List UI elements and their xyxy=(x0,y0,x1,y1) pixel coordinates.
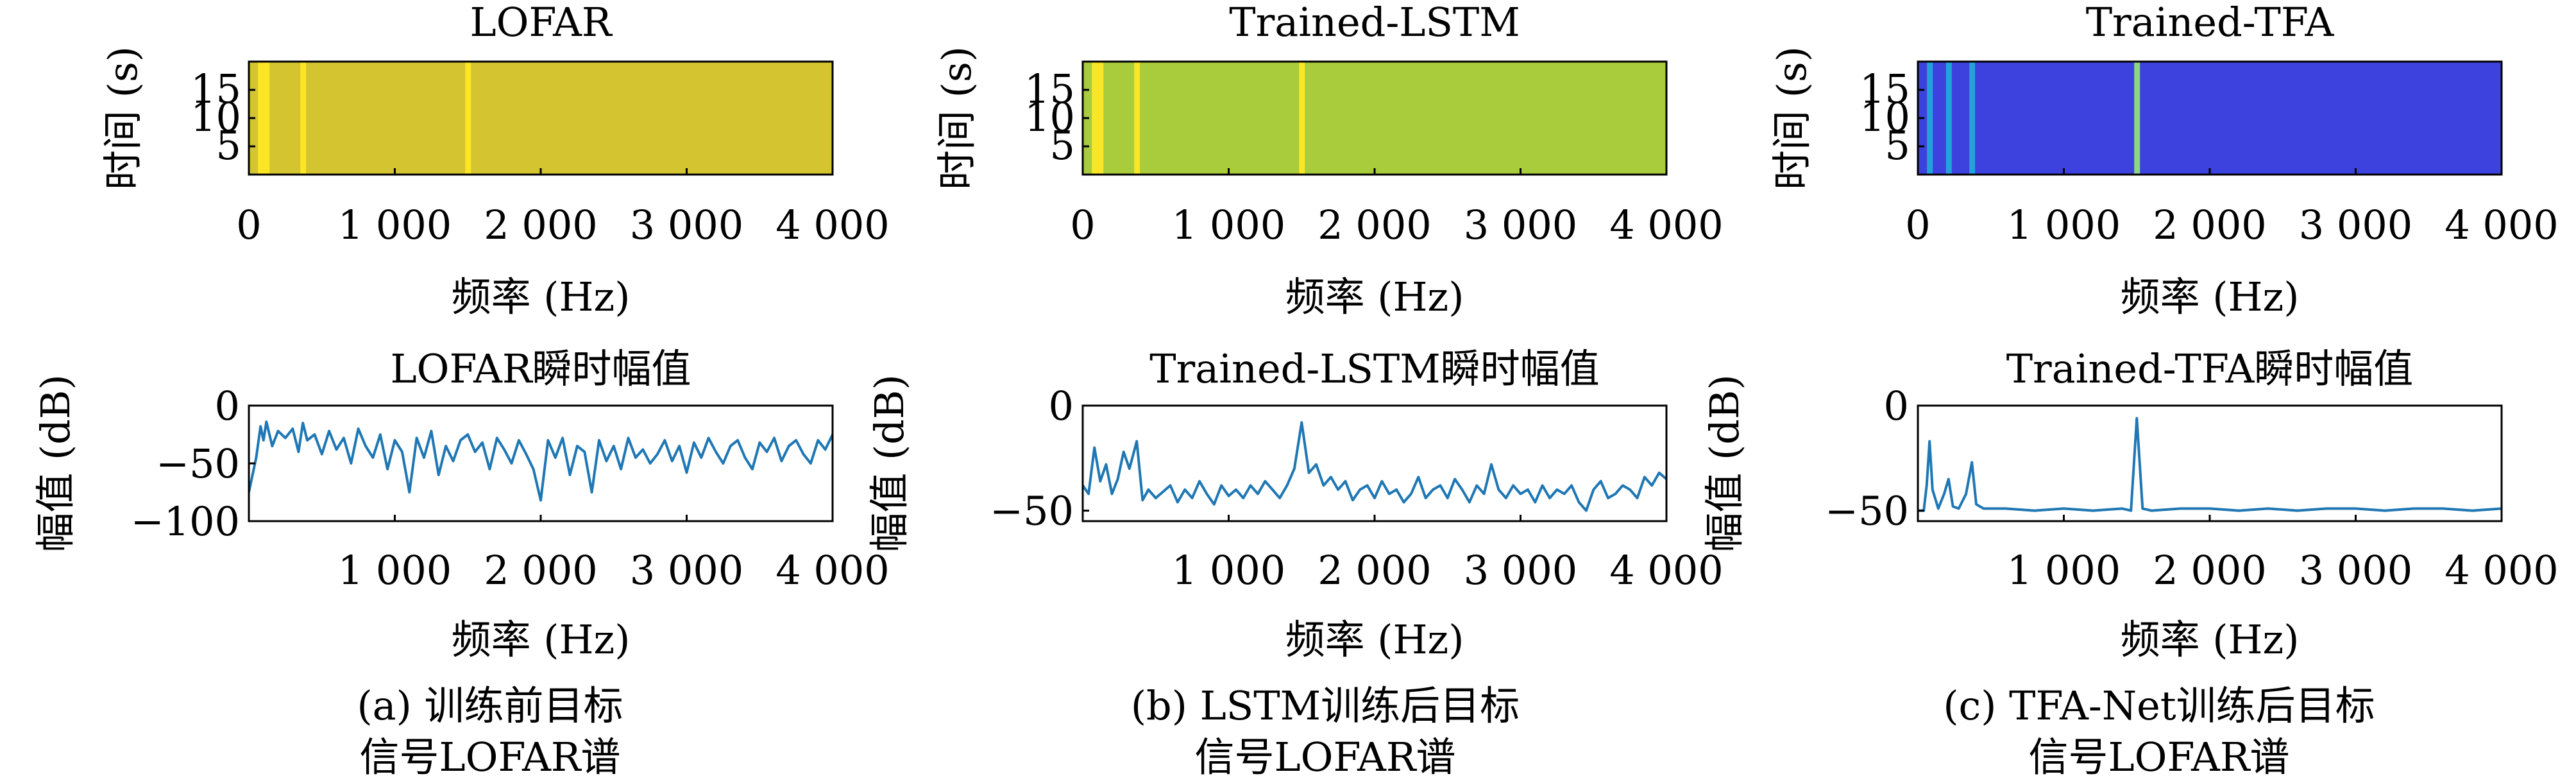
x-tick-label: 4 000 xyxy=(1609,547,1724,594)
heatmap-title: Trained-TFA xyxy=(2086,0,2335,46)
x-tick-label: 4 000 xyxy=(1609,202,1724,248)
x-tick-label: 2 000 xyxy=(1318,547,1432,594)
y-tick-label: 5 xyxy=(1050,122,1075,169)
y-axis-label: 时间 (s) xyxy=(1768,46,1815,190)
caption-b-line1: (b) LSTM训练后目标 xyxy=(1130,682,1520,729)
line-title: LOFAR瞬时幅值 xyxy=(390,345,691,392)
heatmap-background xyxy=(249,62,833,175)
x-axis-label: 频率 (Hz) xyxy=(452,616,631,663)
heatmap-stripe xyxy=(264,62,270,175)
x-tick-label: 2 000 xyxy=(1318,202,1432,248)
caption-a: (a) 训练前目标 信号LOFAR谱 xyxy=(137,680,843,783)
line-panel-2: Trained-LSTM瞬时幅值 1 000 2 000 3 000 4 000 0 −50… xyxy=(866,345,1724,663)
caption-c: (c) TFA-Net训练后目标 信号LOFAR谱 xyxy=(1806,680,2512,783)
y-tick-label: 10 xyxy=(191,94,241,141)
x-tick-label: 4 000 xyxy=(2445,202,2559,248)
x-tick-label: 3 000 xyxy=(630,547,744,594)
x-axis-label: 频率 (Hz) xyxy=(1285,273,1464,320)
x-tick-label: 2 000 xyxy=(484,202,598,248)
y-tick-label: 5 xyxy=(216,122,241,169)
y-tick-label: −50 xyxy=(156,440,240,487)
line-panel-1: LOFAR瞬时幅值 1 000 2 000 3 000 4 000 0 −50 −100 频率 … xyxy=(32,345,890,663)
y-tick-label: 0 xyxy=(1884,383,1909,429)
series-line xyxy=(249,420,833,502)
heatmap-stripe xyxy=(1097,62,1104,175)
heatmap-stripe xyxy=(1299,62,1305,175)
y-tick-label: 10 xyxy=(1024,94,1075,141)
caption-a-line1: (a) 训练前目标 xyxy=(357,682,623,729)
heatmap-background xyxy=(1083,62,1666,175)
x-tick-label: 2 000 xyxy=(2153,202,2267,248)
heatmap-stripe xyxy=(2134,62,2140,175)
y-tick-label: 15 xyxy=(191,65,241,112)
heatmap-stripe xyxy=(1969,62,1976,175)
caption-c-line2: 信号LOFAR谱 xyxy=(2028,734,2290,780)
y-tick-label: 0 xyxy=(215,383,240,429)
caption-b: (b) LSTM训练后目标 信号LOFAR谱 xyxy=(972,680,1678,783)
line-title: Trained-TFA瞬时幅值 xyxy=(2006,345,2414,392)
plot-background xyxy=(249,406,833,521)
x-tick-label: 1 000 xyxy=(1172,202,1286,248)
series-line xyxy=(1918,417,2502,512)
heatmap-stripe xyxy=(1945,62,1952,175)
x-tick-label: 4 000 xyxy=(775,547,890,594)
y-axis-label: 幅值 (dB) xyxy=(866,374,913,552)
caption-b-line2: 信号LOFAR谱 xyxy=(1194,734,1456,780)
heatmap-stripe xyxy=(258,62,264,175)
x-tick-label: 3 000 xyxy=(1464,202,1578,248)
x-axis-label: 频率 (Hz) xyxy=(2121,273,2300,320)
y-tick-label: −100 xyxy=(131,498,240,545)
y-axis-label: 时间 (s) xyxy=(99,46,146,190)
x-tick-label: 3 000 xyxy=(2299,547,2413,594)
x-tick-label: 3 000 xyxy=(630,202,744,248)
x-tick-label: 1 000 xyxy=(338,547,452,594)
heatmap-stripe xyxy=(1092,62,1098,175)
heatmap-stripe xyxy=(465,62,471,175)
y-tick-label: 10 xyxy=(1860,94,1910,141)
caption-c-line1: (c) TFA-Net训练后目标 xyxy=(1943,682,2375,729)
x-tick-label: 4 000 xyxy=(775,202,890,248)
y-tick-label: 15 xyxy=(1024,65,1075,112)
plot-background xyxy=(1083,406,1666,521)
series-line xyxy=(1083,421,1666,512)
line-panel-3: Trained-TFA瞬时幅值 1 000 2 000 3 000 4 000 0 −50 频… xyxy=(1701,345,2559,663)
x-tick-label: 3 000 xyxy=(2299,202,2413,248)
y-axis-label: 幅值 (dB) xyxy=(32,374,79,552)
caption-a-line2: 信号LOFAR谱 xyxy=(359,734,621,780)
x-tick-label: 0 xyxy=(1905,202,1930,248)
x-tick-label: 1 000 xyxy=(2007,202,2121,248)
x-tick-label: 1 000 xyxy=(2007,547,2121,594)
x-tick-label: 0 xyxy=(1070,202,1095,248)
x-tick-label: 2 000 xyxy=(2153,547,2267,594)
y-tick-label: 0 xyxy=(1049,383,1074,429)
heatmap-title: LOFAR xyxy=(470,0,613,46)
y-tick-label: −50 xyxy=(1825,488,1909,535)
x-tick-label: 4 000 xyxy=(2445,547,2559,594)
y-tick-label: 15 xyxy=(1860,65,1910,112)
y-tick-label: 5 xyxy=(1885,122,1910,169)
heatmap-stripe xyxy=(300,62,307,175)
y-tick-label: −50 xyxy=(990,488,1074,535)
heatmap-stripe xyxy=(1134,62,1140,175)
x-axis-label: 频率 (Hz) xyxy=(452,273,631,320)
x-tick-label: 1 000 xyxy=(338,202,452,248)
x-tick-label: 2 000 xyxy=(484,547,598,594)
x-axis-label: 频率 (Hz) xyxy=(2121,616,2300,663)
y-axis-label: 时间 (s) xyxy=(933,46,980,190)
heatmap-title: Trained-LSTM xyxy=(1229,0,1520,46)
x-tick-label: 3 000 xyxy=(1464,547,1578,594)
heatmap-background xyxy=(1918,62,2502,175)
line-title: Trained-LSTM瞬时幅值 xyxy=(1149,345,1600,392)
x-axis-label: 频率 (Hz) xyxy=(1285,616,1464,663)
plot-background xyxy=(1918,406,2502,521)
y-axis-label: 幅值 (dB) xyxy=(1701,374,1748,552)
heatmap-stripe xyxy=(1927,62,1933,175)
x-tick-label: 1 000 xyxy=(1172,547,1286,594)
x-tick-label: 0 xyxy=(236,202,261,248)
